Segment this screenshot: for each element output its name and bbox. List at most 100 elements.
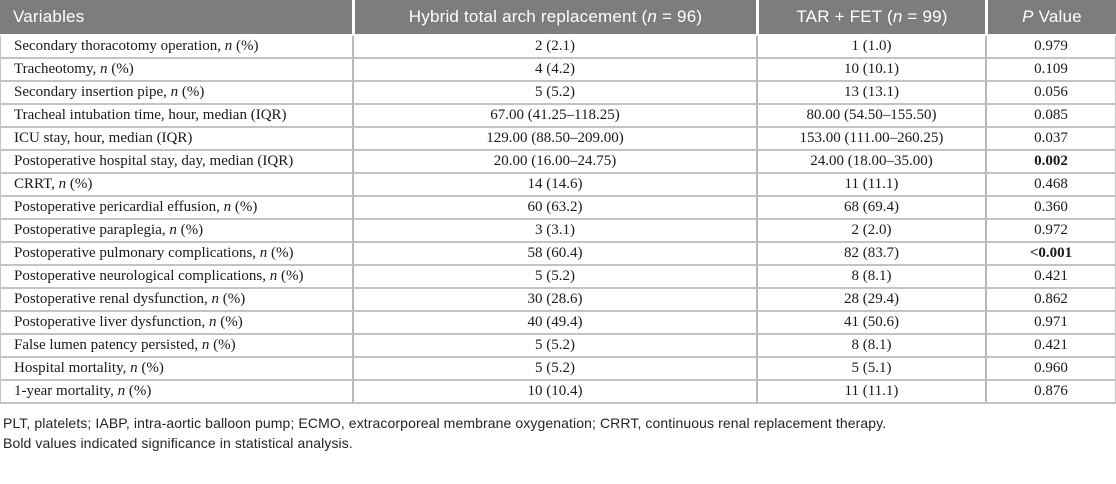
variable-cell: Postoperative hospital stay, day, median… xyxy=(0,151,352,174)
pvalue-cell: 0.421 xyxy=(985,335,1116,358)
tarfet-value-cell: 28 (29.4) xyxy=(756,289,985,312)
variable-cell: Postoperative renal dysfunction, n (%) xyxy=(0,289,352,312)
header-pvalue-p-italic: P xyxy=(1022,7,1034,26)
pvalue-cell: 0.002 xyxy=(985,151,1116,174)
variable-cell: Postoperative paraplegia, n (%) xyxy=(0,220,352,243)
pvalue-cell: 0.037 xyxy=(985,128,1116,151)
pvalue-cell: 0.468 xyxy=(985,174,1116,197)
table-row: Hospital mortality, n (%) 5 (5.2) 5 (5.1… xyxy=(0,358,1116,381)
variable-cell: Postoperative neurological complications… xyxy=(0,266,352,289)
header-row: Variables Hybrid total arch replacement … xyxy=(0,0,1116,36)
variable-cell: Hospital mortality, n (%) xyxy=(0,358,352,381)
hybrid-value-cell: 20.00 (16.00–24.75) xyxy=(352,151,756,174)
header-hybrid-n-italic: n xyxy=(647,7,658,26)
table-body: Secondary thoracotomy operation, n (%) 2… xyxy=(0,36,1116,404)
variable-cell: CRRT, n (%) xyxy=(0,174,352,197)
header-hybrid-group: Hybrid total arch replacement (n = 96) xyxy=(352,0,756,36)
variable-cell: Postoperative pericardial effusion, n (%… xyxy=(0,197,352,220)
tarfet-value-cell: 80.00 (54.50–155.50) xyxy=(756,105,985,128)
table-row: Secondary insertion pipe, n (%) 5 (5.2) … xyxy=(0,82,1116,105)
pvalue-cell: 0.960 xyxy=(985,358,1116,381)
variable-cell: False lumen patency persisted, n (%) xyxy=(0,335,352,358)
tarfet-value-cell: 82 (83.7) xyxy=(756,243,985,266)
table-row: CRRT, n (%) 14 (14.6) 11 (11.1) 0.468 xyxy=(0,174,1116,197)
table-row: Postoperative liver dysfunction, n (%) 4… xyxy=(0,312,1116,335)
table-row: Postoperative neurological complications… xyxy=(0,266,1116,289)
table-row: Postoperative pericardial effusion, n (%… xyxy=(0,197,1116,220)
results-table: Variables Hybrid total arch replacement … xyxy=(0,0,1116,404)
footnote-abbreviations: PLT, platelets; IABP, intra-aortic ballo… xyxy=(3,415,887,431)
pvalue-cell: 0.056 xyxy=(985,82,1116,105)
header-variables-label: Variables xyxy=(13,7,85,26)
table-row: 1-year mortality, n (%) 10 (10.4) 11 (11… xyxy=(0,381,1116,404)
hybrid-value-cell: 40 (49.4) xyxy=(352,312,756,335)
variable-cell: Tracheotomy, n (%) xyxy=(0,59,352,82)
variable-cell: Secondary thoracotomy operation, n (%) xyxy=(0,36,352,59)
tarfet-value-cell: 10 (10.1) xyxy=(756,59,985,82)
tarfet-value-cell: 13 (13.1) xyxy=(756,82,985,105)
header-variables: Variables xyxy=(0,0,352,36)
table-row: Secondary thoracotomy operation, n (%) 2… xyxy=(0,36,1116,59)
header-hybrid-text: Hybrid total arch replacement ( xyxy=(408,7,648,26)
hybrid-value-cell: 129.00 (88.50–209.00) xyxy=(352,128,756,151)
tarfet-value-cell: 11 (11.1) xyxy=(756,381,985,404)
hybrid-value-cell: 67.00 (41.25–118.25) xyxy=(352,105,756,128)
pvalue-cell: 0.971 xyxy=(985,312,1116,335)
table-row: Postoperative renal dysfunction, n (%) 3… xyxy=(0,289,1116,312)
pvalue-cell: 0.109 xyxy=(985,59,1116,82)
variable-cell: Secondary insertion pipe, n (%) xyxy=(0,82,352,105)
table-header: Variables Hybrid total arch replacement … xyxy=(0,0,1116,36)
hybrid-value-cell: 58 (60.4) xyxy=(352,243,756,266)
table-row: False lumen patency persisted, n (%) 5 (… xyxy=(0,335,1116,358)
header-tarfet-count: = 99) xyxy=(902,7,948,26)
pvalue-cell: 0.979 xyxy=(985,36,1116,59)
pvalue-cell: 0.085 xyxy=(985,105,1116,128)
tarfet-value-cell: 11 (11.1) xyxy=(756,174,985,197)
footnote-bold-note: Bold values indicated significance in st… xyxy=(3,435,353,451)
pvalue-cell: <0.001 xyxy=(985,243,1116,266)
hybrid-value-cell: 5 (5.2) xyxy=(352,82,756,105)
pvalue-cell: 0.360 xyxy=(985,197,1116,220)
variable-cell: Postoperative pulmonary complications, n… xyxy=(0,243,352,266)
hybrid-value-cell: 14 (14.6) xyxy=(352,174,756,197)
hybrid-value-cell: 5 (5.2) xyxy=(352,335,756,358)
tarfet-value-cell: 2 (2.0) xyxy=(756,220,985,243)
tarfet-value-cell: 8 (8.1) xyxy=(756,266,985,289)
tarfet-value-cell: 41 (50.6) xyxy=(756,312,985,335)
hybrid-value-cell: 30 (28.6) xyxy=(352,289,756,312)
header-tarfet-text: TAR + FET ( xyxy=(796,7,893,26)
table-row: Postoperative hospital stay, day, median… xyxy=(0,151,1116,174)
table-footnotes: PLT, platelets; IABP, intra-aortic ballo… xyxy=(0,413,1116,453)
variable-cell: 1-year mortality, n (%) xyxy=(0,381,352,404)
hybrid-value-cell: 5 (5.2) xyxy=(352,266,756,289)
variable-cell: Tracheal intubation time, hour, median (… xyxy=(0,105,352,128)
header-pvalue-text: Value xyxy=(1033,7,1082,26)
pvalue-cell: 0.876 xyxy=(985,381,1116,404)
table-row: Tracheotomy, n (%) 4 (4.2) 10 (10.1) 0.1… xyxy=(0,59,1116,82)
header-pvalue: P Value xyxy=(985,0,1116,36)
variable-cell: ICU stay, hour, median (IQR) xyxy=(0,128,352,151)
tarfet-value-cell: 1 (1.0) xyxy=(756,36,985,59)
tarfet-value-cell: 8 (8.1) xyxy=(756,335,985,358)
pvalue-cell: 0.972 xyxy=(985,220,1116,243)
header-tarfet-group: TAR + FET (n = 99) xyxy=(756,0,985,36)
table-row: Postoperative paraplegia, n (%) 3 (3.1) … xyxy=(0,220,1116,243)
pvalue-cell: 0.862 xyxy=(985,289,1116,312)
hybrid-value-cell: 2 (2.1) xyxy=(352,36,756,59)
tarfet-value-cell: 68 (69.4) xyxy=(756,197,985,220)
header-hybrid-count: = 96) xyxy=(657,7,703,26)
hybrid-value-cell: 60 (63.2) xyxy=(352,197,756,220)
table-row: Postoperative pulmonary complications, n… xyxy=(0,243,1116,266)
tarfet-value-cell: 153.00 (111.00–260.25) xyxy=(756,128,985,151)
paper-table-figure: Variables Hybrid total arch replacement … xyxy=(0,0,1116,453)
hybrid-value-cell: 4 (4.2) xyxy=(352,59,756,82)
header-tarfet-n-italic: n xyxy=(892,7,903,26)
table-row: ICU stay, hour, median (IQR) 129.00 (88.… xyxy=(0,128,1116,151)
table-row: Tracheal intubation time, hour, median (… xyxy=(0,105,1116,128)
hybrid-value-cell: 5 (5.2) xyxy=(352,358,756,381)
hybrid-value-cell: 10 (10.4) xyxy=(352,381,756,404)
pvalue-cell: 0.421 xyxy=(985,266,1116,289)
hybrid-value-cell: 3 (3.1) xyxy=(352,220,756,243)
tarfet-value-cell: 24.00 (18.00–35.00) xyxy=(756,151,985,174)
tarfet-value-cell: 5 (5.1) xyxy=(756,358,985,381)
